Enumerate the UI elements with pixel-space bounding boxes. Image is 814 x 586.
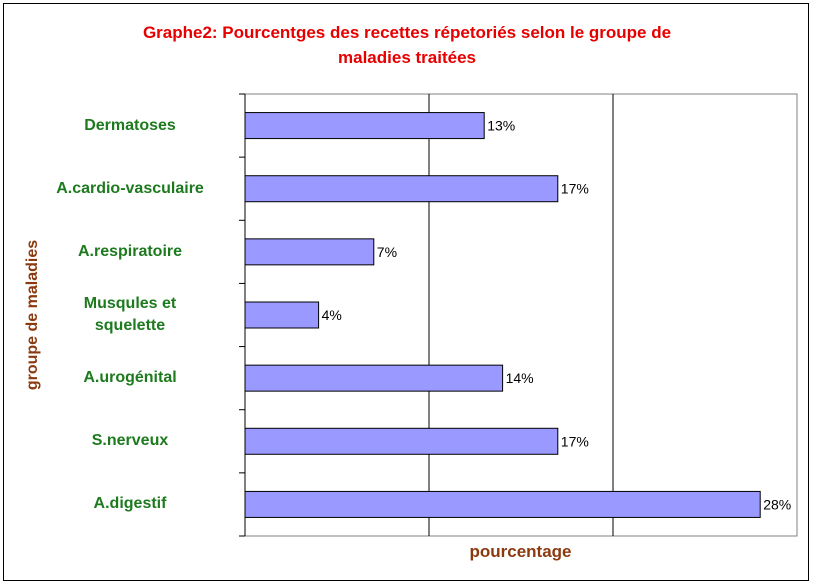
data-label-6: 28% bbox=[763, 496, 791, 512]
data-labels: 13% 17% 7% 4% 14% 17% 28% bbox=[322, 118, 792, 513]
chart-title: Graphe2: Pourcentges des recettes répeto… bbox=[142, 23, 672, 67]
category-label-3: Musqules et squelette bbox=[83, 295, 177, 334]
data-label-3: 4% bbox=[322, 307, 342, 323]
bar-3 bbox=[244, 301, 320, 329]
data-label-1: 17% bbox=[561, 181, 589, 197]
data-label-5: 17% bbox=[561, 433, 589, 449]
bar-1 bbox=[244, 175, 559, 203]
bar-4 bbox=[244, 364, 504, 392]
category-label-0: Dermatoses bbox=[84, 116, 176, 134]
x-axis-title: pourcentage bbox=[469, 542, 572, 561]
bar-6 bbox=[244, 490, 761, 518]
bar-2 bbox=[244, 238, 375, 266]
y-axis bbox=[239, 93, 246, 537]
bar-5 bbox=[244, 427, 559, 455]
category-label-4: A.urogénital bbox=[83, 369, 177, 387]
data-label-4: 14% bbox=[506, 370, 534, 386]
category-label-6: A.digestif bbox=[93, 495, 167, 513]
category-label-5: S.nerveux bbox=[91, 432, 169, 450]
category-label-1: A.cardio-vasculaire bbox=[56, 179, 204, 197]
bars bbox=[244, 112, 761, 518]
category-label-2: A.respiratoire bbox=[77, 242, 183, 260]
chart-frame bbox=[3, 3, 809, 581]
bar-0 bbox=[244, 112, 485, 140]
data-label-0: 13% bbox=[487, 118, 515, 134]
data-label-2: 7% bbox=[377, 244, 397, 260]
